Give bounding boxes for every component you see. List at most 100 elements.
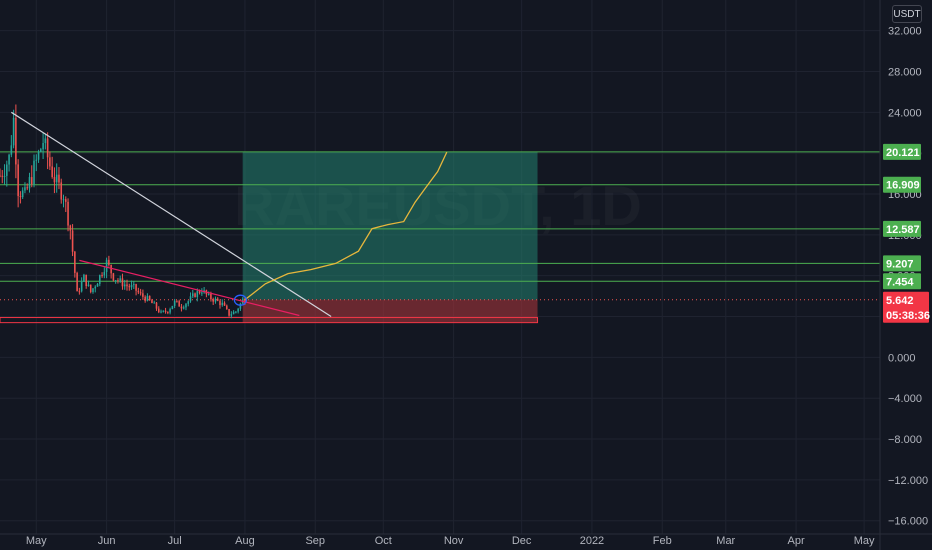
- candle-body: [87, 284, 90, 286]
- long-position-tool[interactable]: [0, 151, 880, 323]
- level-tag-label: 20.121: [886, 147, 920, 159]
- candlestick-series: [0, 104, 246, 319]
- candle-body: [153, 302, 156, 304]
- last-price-label: 5.642: [886, 295, 914, 307]
- time-tick-label: Jul: [168, 535, 182, 547]
- candle-body: [21, 190, 24, 198]
- price-tick-label: 0.000: [888, 352, 916, 364]
- candle-body: [37, 151, 40, 160]
- candle-body: [117, 280, 119, 282]
- candle-body: [101, 275, 103, 277]
- candle-body: [139, 292, 142, 294]
- candle-body: [112, 273, 115, 281]
- candle-body: [0, 175, 1, 177]
- level-tag: [883, 143, 921, 160]
- price-tick-label: −12.000: [888, 475, 928, 487]
- candle-body: [194, 293, 196, 297]
- candle-body: [216, 298, 219, 301]
- candle-body: [239, 303, 242, 309]
- candle-body: [46, 138, 49, 158]
- time-tick-label: Oct: [375, 535, 392, 547]
- time-tick-label: Nov: [444, 535, 464, 547]
- candle-body: [80, 281, 83, 292]
- time-tick-label: Apr: [788, 535, 805, 547]
- candle-body: [96, 283, 99, 287]
- candle-body: [3, 175, 6, 177]
- candle-body: [160, 311, 162, 313]
- candle-body: [185, 303, 187, 308]
- candle-body: [108, 259, 110, 265]
- candle-body: [105, 259, 108, 272]
- level-tag: [883, 273, 921, 290]
- candle-body: [130, 284, 133, 288]
- candle-body: [180, 306, 183, 309]
- horizontal-levels[interactable]: [0, 151, 880, 324]
- candle-body: [67, 201, 69, 226]
- price-tick-label: 32.000: [888, 26, 922, 38]
- candle-body: [58, 174, 60, 183]
- price-tick-label: −8.000: [888, 434, 922, 446]
- candle-body: [223, 302, 226, 306]
- projection-path: [244, 151, 448, 301]
- candle-body: [62, 199, 65, 201]
- candle-body: [232, 311, 235, 315]
- candle-body: [55, 174, 58, 183]
- trendline-white: [11, 111, 332, 318]
- candle-body: [26, 187, 29, 189]
- candle-body: [30, 177, 33, 185]
- candle-body: [17, 164, 19, 197]
- candle-body: [133, 284, 135, 286]
- time-tick-label: Dec: [512, 535, 532, 547]
- candle-body: [78, 291, 81, 293]
- circle-marker: [233, 294, 248, 306]
- candle-body: [214, 298, 217, 302]
- chart-drawings[interactable]: [11, 111, 448, 318]
- time-tick-label: Jun: [98, 535, 116, 547]
- candle-body: [69, 225, 72, 231]
- candle-body: [244, 299, 246, 303]
- candle-body: [126, 284, 128, 287]
- candle-body: [64, 199, 67, 202]
- candle-body: [35, 159, 38, 161]
- candle-body: [92, 288, 94, 293]
- candle-body: [164, 310, 167, 312]
- candle-body: [89, 284, 92, 293]
- candle-body: [74, 251, 76, 273]
- candle-body: [237, 308, 239, 312]
- level-tag: [883, 176, 921, 193]
- target-zone: [242, 151, 538, 300]
- candle-body: [114, 280, 117, 282]
- trendline-pink: [79, 259, 300, 317]
- candle-body: [167, 311, 169, 313]
- candle-body: [110, 264, 112, 274]
- time-tick-label: Mar: [716, 535, 735, 547]
- candle-body: [103, 271, 106, 276]
- candle-body: [176, 300, 178, 302]
- candle-body: [19, 196, 22, 198]
- candle-body: [123, 284, 126, 287]
- candle-body: [99, 275, 101, 284]
- candle-body: [191, 293, 194, 297]
- candle-body: [155, 302, 158, 309]
- time-axis[interactable]: May Jun Jul Aug Sep Oct Nov Dec 2022 Feb Mar Apr May: [0, 533, 932, 547]
- price-tick-label: −4.000: [888, 393, 922, 405]
- currency-button[interactable]: USDT: [892, 5, 922, 23]
- candle-body: [6, 164, 8, 176]
- candle-body: [135, 284, 137, 291]
- support-box: [0, 317, 539, 324]
- price-tick-label: −16.000: [888, 516, 928, 528]
- candle-body: [210, 294, 212, 300]
- price-tick-label: 28.000: [888, 66, 922, 78]
- candle-body: [212, 299, 214, 302]
- time-tick-label: Aug: [235, 535, 255, 547]
- time-tick-label: May: [26, 535, 47, 547]
- candle-body: [15, 117, 17, 165]
- candle-body: [94, 286, 97, 289]
- candle-body: [182, 307, 185, 309]
- candle-body: [53, 177, 56, 183]
- candle-body: [189, 296, 192, 302]
- time-tick-label: Feb: [653, 535, 672, 547]
- candle-body: [148, 295, 151, 301]
- countdown-label: 05:38:36: [886, 310, 930, 322]
